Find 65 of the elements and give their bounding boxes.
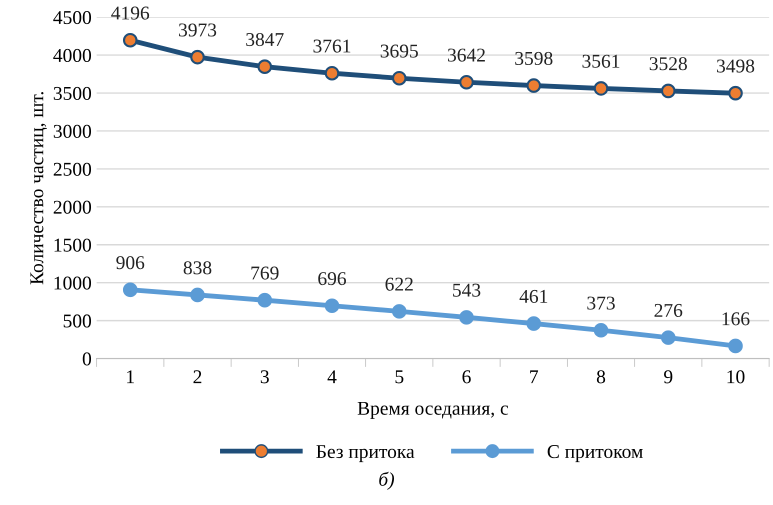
data-label: 276: [654, 304, 682, 317]
data-label: 4196: [111, 6, 150, 20]
data-label: 461: [520, 290, 548, 303]
point: [122, 32, 138, 48]
text: б): [379, 472, 394, 490]
data-label: 3695: [380, 44, 418, 58]
data-label: 3498: [716, 59, 754, 73]
point: [324, 298, 340, 314]
data-label: 3761: [313, 40, 350, 53]
point: [526, 316, 542, 331]
point: [122, 282, 138, 298]
y-tick-label: 4000: [53, 48, 92, 62]
point: [190, 288, 205, 302]
y-tick-label: 4500: [53, 10, 92, 24]
point: [392, 304, 407, 319]
x-tick-label: 3: [260, 370, 269, 384]
x-tick-label: 4: [328, 370, 337, 384]
point: [660, 84, 676, 98]
x-tick-label: 6: [462, 370, 471, 384]
data-label: 622: [386, 278, 413, 291]
data-label: 3528: [650, 57, 687, 70]
y-tick-label: 500: [64, 314, 92, 328]
point: [660, 330, 676, 345]
point: [257, 292, 272, 308]
data-label: 769: [251, 266, 279, 280]
data-label: 543: [453, 284, 480, 297]
x-tick-label: 9: [664, 370, 672, 384]
x-tick-label: 8: [596, 370, 606, 384]
point: [392, 70, 407, 86]
y-tick-label: 2500: [54, 162, 92, 176]
data-label: 166: [722, 312, 750, 326]
y-tick-label: 1000: [54, 276, 92, 290]
data-label: 3561: [582, 54, 620, 68]
point: [190, 50, 205, 64]
x-axis-title: Время оседания, с: [358, 402, 508, 419]
point: [459, 310, 474, 325]
point: [257, 59, 272, 74]
data-label: 3642: [448, 48, 485, 62]
point: [728, 338, 743, 354]
y-tick-label: 1500: [54, 238, 92, 252]
point: [324, 66, 340, 81]
data-label: 373: [587, 296, 615, 310]
data-label: 696: [318, 272, 346, 286]
data-label: 3847: [246, 32, 284, 46]
point: [526, 78, 542, 93]
x-tick-label: 2: [193, 370, 202, 384]
y-tick-label: 3000: [54, 124, 92, 138]
y-tick-label: 2000: [54, 200, 92, 214]
legend-label: С притоком: [548, 445, 643, 462]
x-tick-label: 5: [396, 370, 404, 384]
legend-label: Без притока: [316, 445, 414, 462]
point: [728, 86, 743, 100]
y-axis-title: Количество частиц, шт.: [30, 92, 47, 284]
x-tick-label: 1: [127, 370, 134, 384]
point: [459, 74, 474, 90]
data-label: 906: [116, 256, 144, 270]
data-label: 838: [184, 261, 212, 274]
x-tick-label: 10: [728, 370, 744, 384]
y-tick-label: 0: [82, 352, 92, 366]
data-label: 3973: [178, 23, 216, 37]
point: [594, 322, 608, 338]
point: [594, 81, 608, 96]
data-label: 3598: [515, 52, 552, 65]
x-tick-label: 7: [530, 370, 538, 384]
y-tick-label: 3500: [54, 86, 92, 100]
